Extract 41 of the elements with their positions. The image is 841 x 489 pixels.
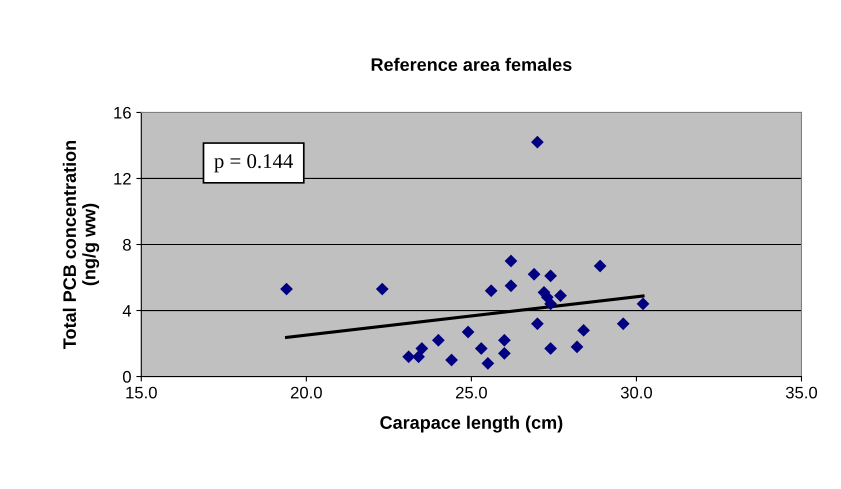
point bbox=[412, 350, 425, 364]
y-tick-label: 4 bbox=[122, 305, 132, 317]
chart-title: Reference area females bbox=[372, 58, 572, 71]
x-axis-title: Carapace length (cm) bbox=[380, 416, 562, 433]
point bbox=[577, 324, 590, 337]
point bbox=[531, 136, 544, 149]
point bbox=[376, 282, 389, 296]
point bbox=[504, 279, 518, 292]
point bbox=[531, 317, 544, 330]
x-tick-label: 25.0 bbox=[456, 386, 487, 398]
point bbox=[616, 317, 630, 330]
point bbox=[594, 260, 606, 272]
point bbox=[504, 254, 518, 268]
point bbox=[554, 289, 567, 302]
x-tick-label: 35.0 bbox=[786, 386, 818, 398]
point bbox=[570, 340, 584, 354]
point bbox=[280, 282, 293, 296]
point bbox=[432, 334, 445, 347]
point bbox=[462, 326, 474, 338]
y-tick-label: 8 bbox=[123, 238, 131, 251]
point bbox=[482, 356, 494, 370]
y-tick-label: 12 bbox=[114, 172, 131, 185]
annotation: p = 0.144 bbox=[214, 154, 294, 172]
point bbox=[636, 298, 650, 310]
point bbox=[484, 284, 498, 298]
point bbox=[474, 342, 488, 355]
y-tick-label: 0 bbox=[122, 370, 131, 383]
y-axis-title: Total PCB concentration (ng/g ww) bbox=[62, 140, 100, 349]
x-tick-label: 20.0 bbox=[290, 386, 322, 398]
point bbox=[498, 347, 511, 360]
point bbox=[416, 342, 428, 355]
point bbox=[528, 268, 540, 281]
point bbox=[402, 350, 416, 364]
y-tick-label: 16 bbox=[114, 106, 131, 119]
x-tick-label: 15.0 bbox=[126, 386, 157, 398]
point bbox=[498, 334, 511, 347]
x-tick-label: 30.0 bbox=[620, 386, 652, 398]
point bbox=[544, 269, 557, 282]
point bbox=[544, 298, 557, 310]
point bbox=[445, 354, 458, 366]
point bbox=[544, 342, 557, 355]
